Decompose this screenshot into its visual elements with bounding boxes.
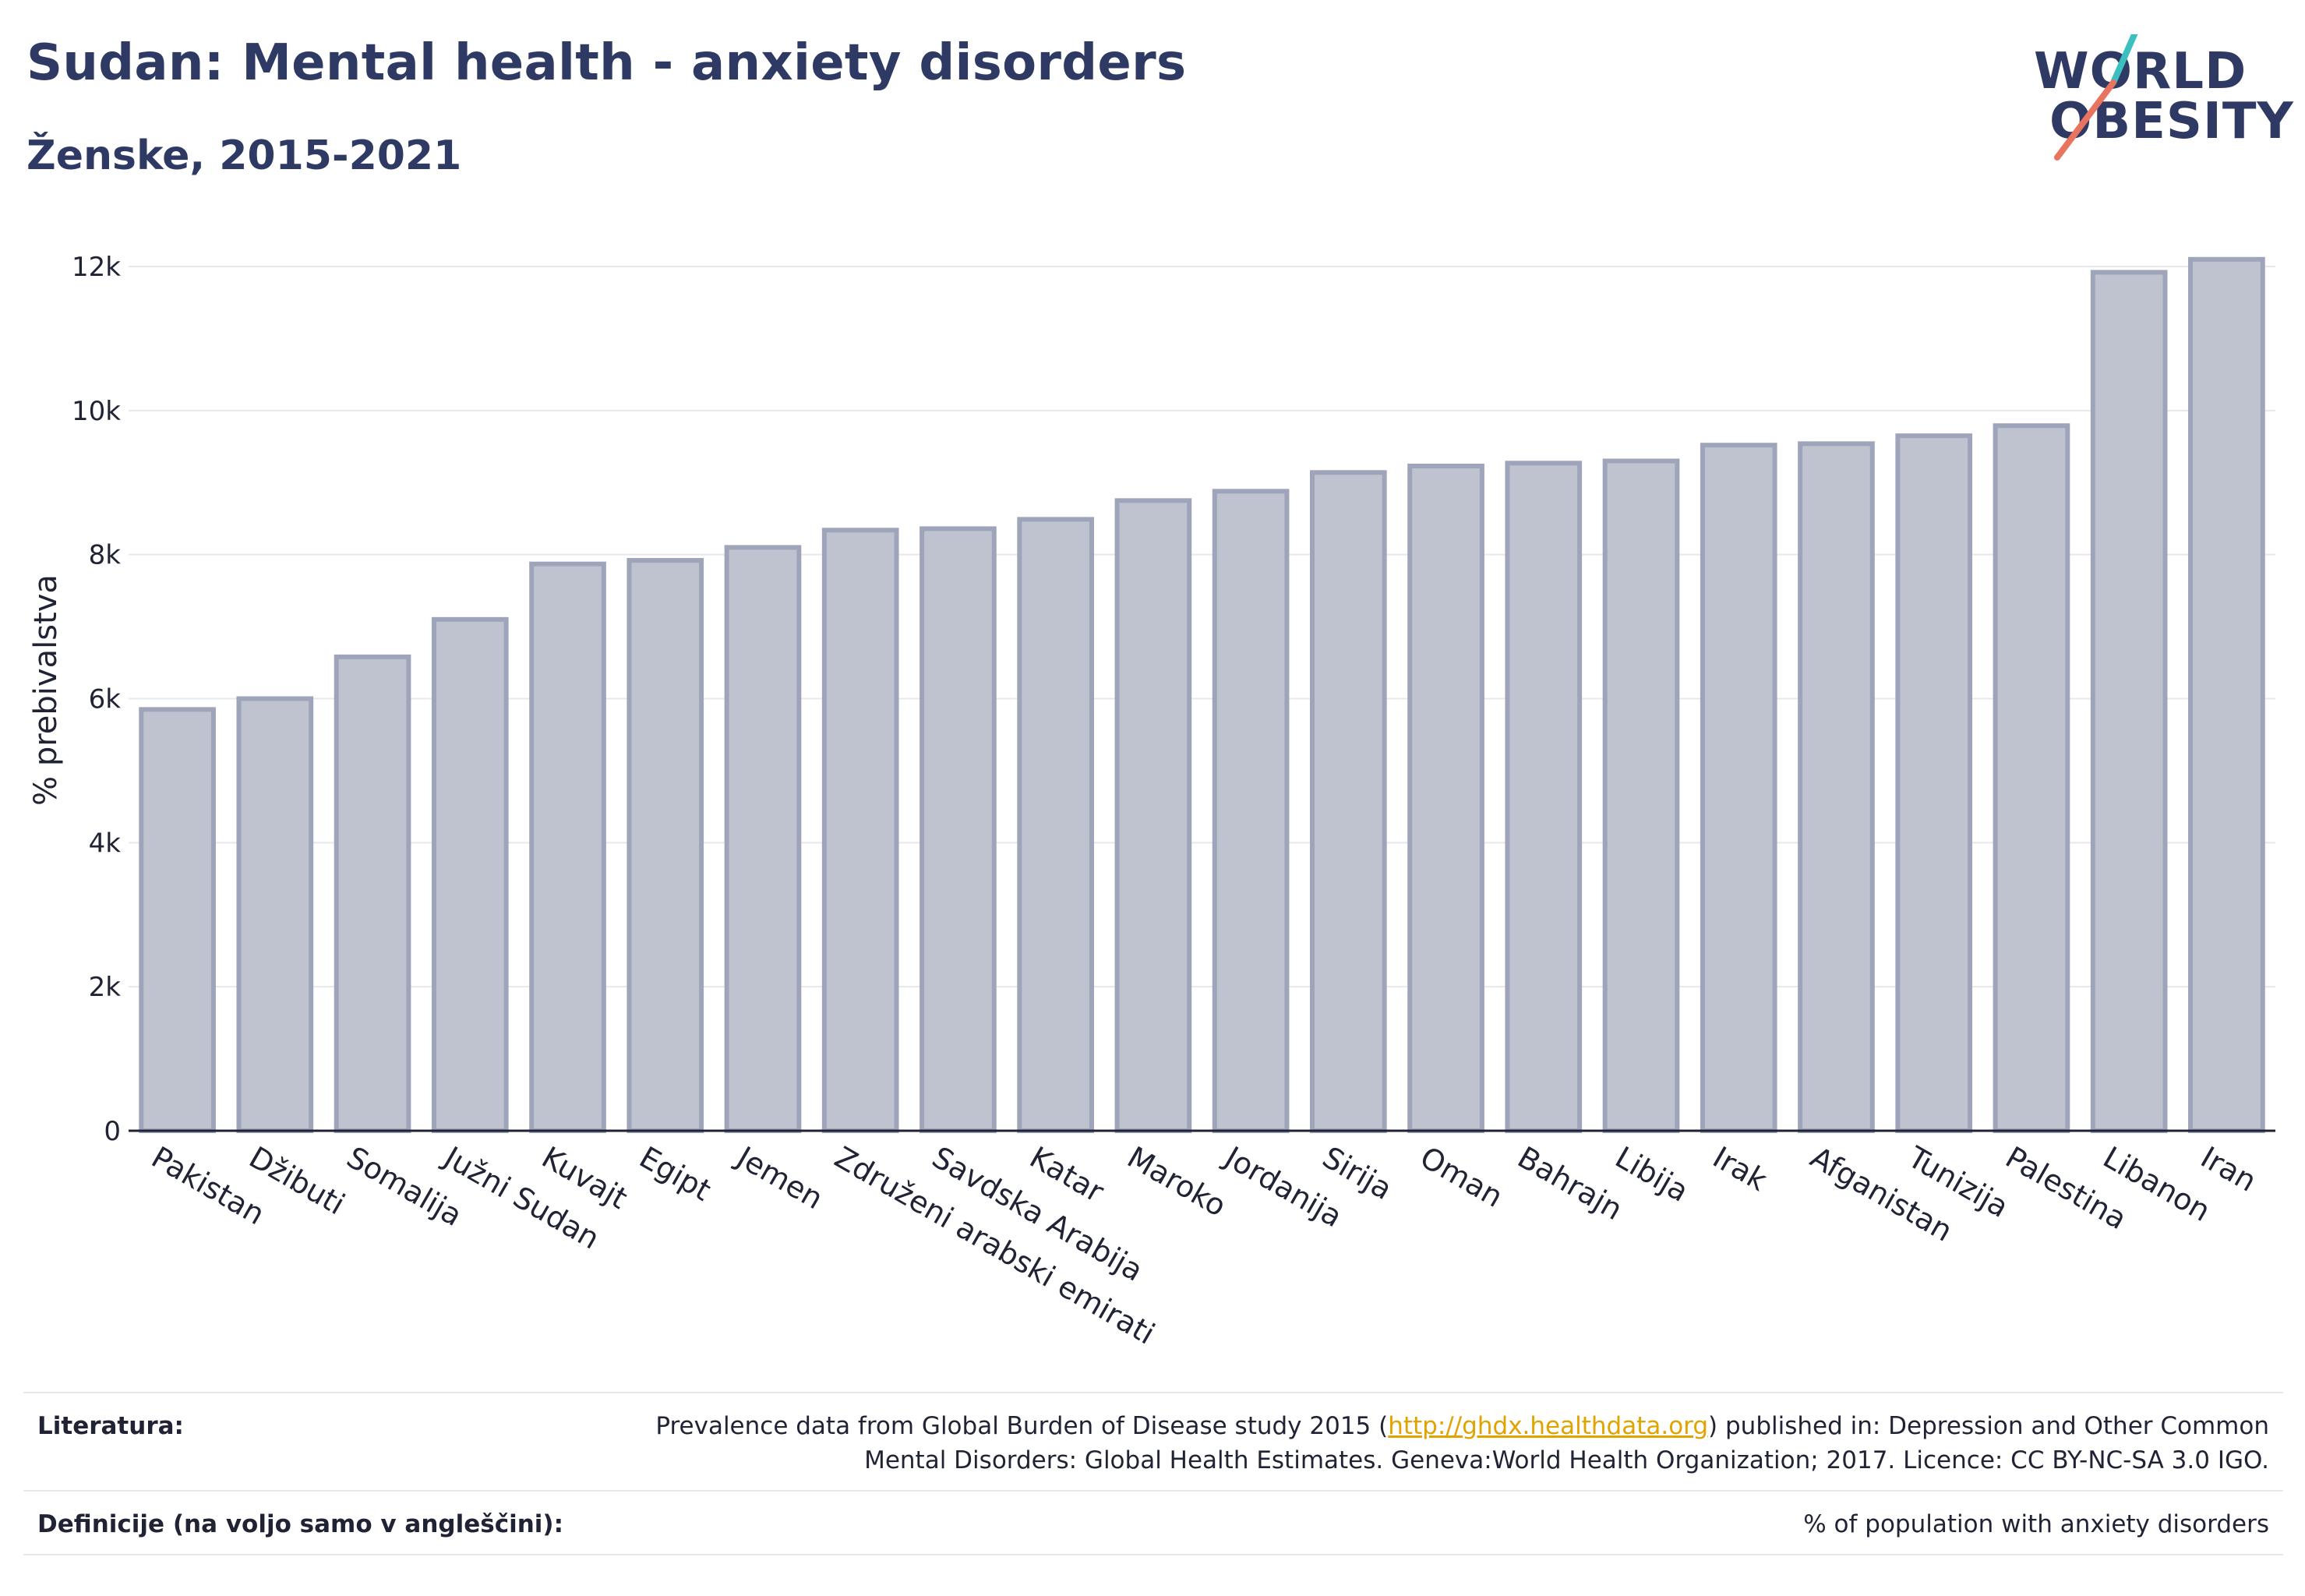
- bar: [1212, 489, 1290, 1133]
- y-tick-label: 8k: [89, 540, 122, 571]
- bar: [1114, 498, 1192, 1133]
- references-text-post: ) published in: Depression and Other Com…: [1708, 1412, 2269, 1440]
- bar: [2090, 270, 2168, 1134]
- bar: [1602, 458, 1680, 1133]
- bar: [1993, 423, 2070, 1133]
- bar: [1407, 463, 1484, 1134]
- references-text: Prevalence data from Global Burden of Di…: [655, 1409, 2269, 1478]
- bar: [627, 558, 704, 1133]
- bar: [1310, 470, 1387, 1134]
- y-tick-label: 12k: [72, 252, 121, 283]
- y-tick-label: 10k: [72, 396, 121, 427]
- x-tick-label: Egipt: [634, 1140, 717, 1208]
- bar: [1017, 517, 1094, 1133]
- footer-divider: [23, 1392, 2283, 1393]
- chart-title: Sudan: Mental health - anxiety disorders: [26, 34, 1187, 92]
- x-tick-label: Jemen: [730, 1139, 829, 1216]
- references-text-pre: Prevalence data from Global Burden of Di…: [655, 1412, 1389, 1440]
- bar: [1798, 441, 1875, 1134]
- bar: [1895, 433, 1973, 1134]
- y-tick-label: 6k: [89, 684, 122, 715]
- x-tick-label: Pakistan: [146, 1140, 270, 1232]
- bar: [2188, 256, 2265, 1134]
- references-label: Literatura:: [37, 1412, 184, 1440]
- x-tick-label: Irak: [1707, 1140, 1773, 1198]
- bar: [1505, 461, 1583, 1133]
- world-obesity-logo: WORLD OBESITY: [2026, 34, 2294, 167]
- logo-line-1: WORLD: [2034, 43, 2247, 101]
- references-link[interactable]: http://ghdx.healthdata.org: [1388, 1412, 1709, 1440]
- bar: [431, 616, 509, 1133]
- x-tick-label: Maroko: [1121, 1140, 1232, 1223]
- definitions-label: Definicije (na voljo samo v angleščini):: [37, 1510, 563, 1538]
- y-axis-title: % prebivalstva: [28, 574, 64, 806]
- logo-slash-icon: [2054, 34, 2138, 161]
- logo-line-2: OBESITY: [2049, 93, 2294, 150]
- footer-divider: [23, 1490, 2283, 1492]
- y-tick-label: 0: [104, 1116, 121, 1147]
- x-tick-label: Bahrajn: [1512, 1140, 1628, 1227]
- footer-divider: [23, 1554, 2283, 1555]
- bar: [920, 526, 997, 1133]
- bar: [529, 561, 606, 1133]
- chart-subtitle: Ženske, 2015-2021: [26, 132, 462, 179]
- references-text-line2: Mental Disorders: Global Health Estimate…: [864, 1446, 2269, 1474]
- x-tick-label: Iran: [2195, 1140, 2262, 1199]
- definitions-text: % of population with anxiety disorders: [1803, 1510, 2269, 1538]
- bar: [724, 545, 802, 1133]
- bar: [1700, 443, 1777, 1133]
- bar: [821, 528, 899, 1133]
- bar: [236, 696, 314, 1133]
- bar: [139, 707, 216, 1133]
- y-tick-label: 2k: [89, 972, 122, 1003]
- bar: [334, 654, 411, 1133]
- y-tick-label: 4k: [89, 828, 122, 859]
- x-tick-label: Oman: [1414, 1140, 1509, 1214]
